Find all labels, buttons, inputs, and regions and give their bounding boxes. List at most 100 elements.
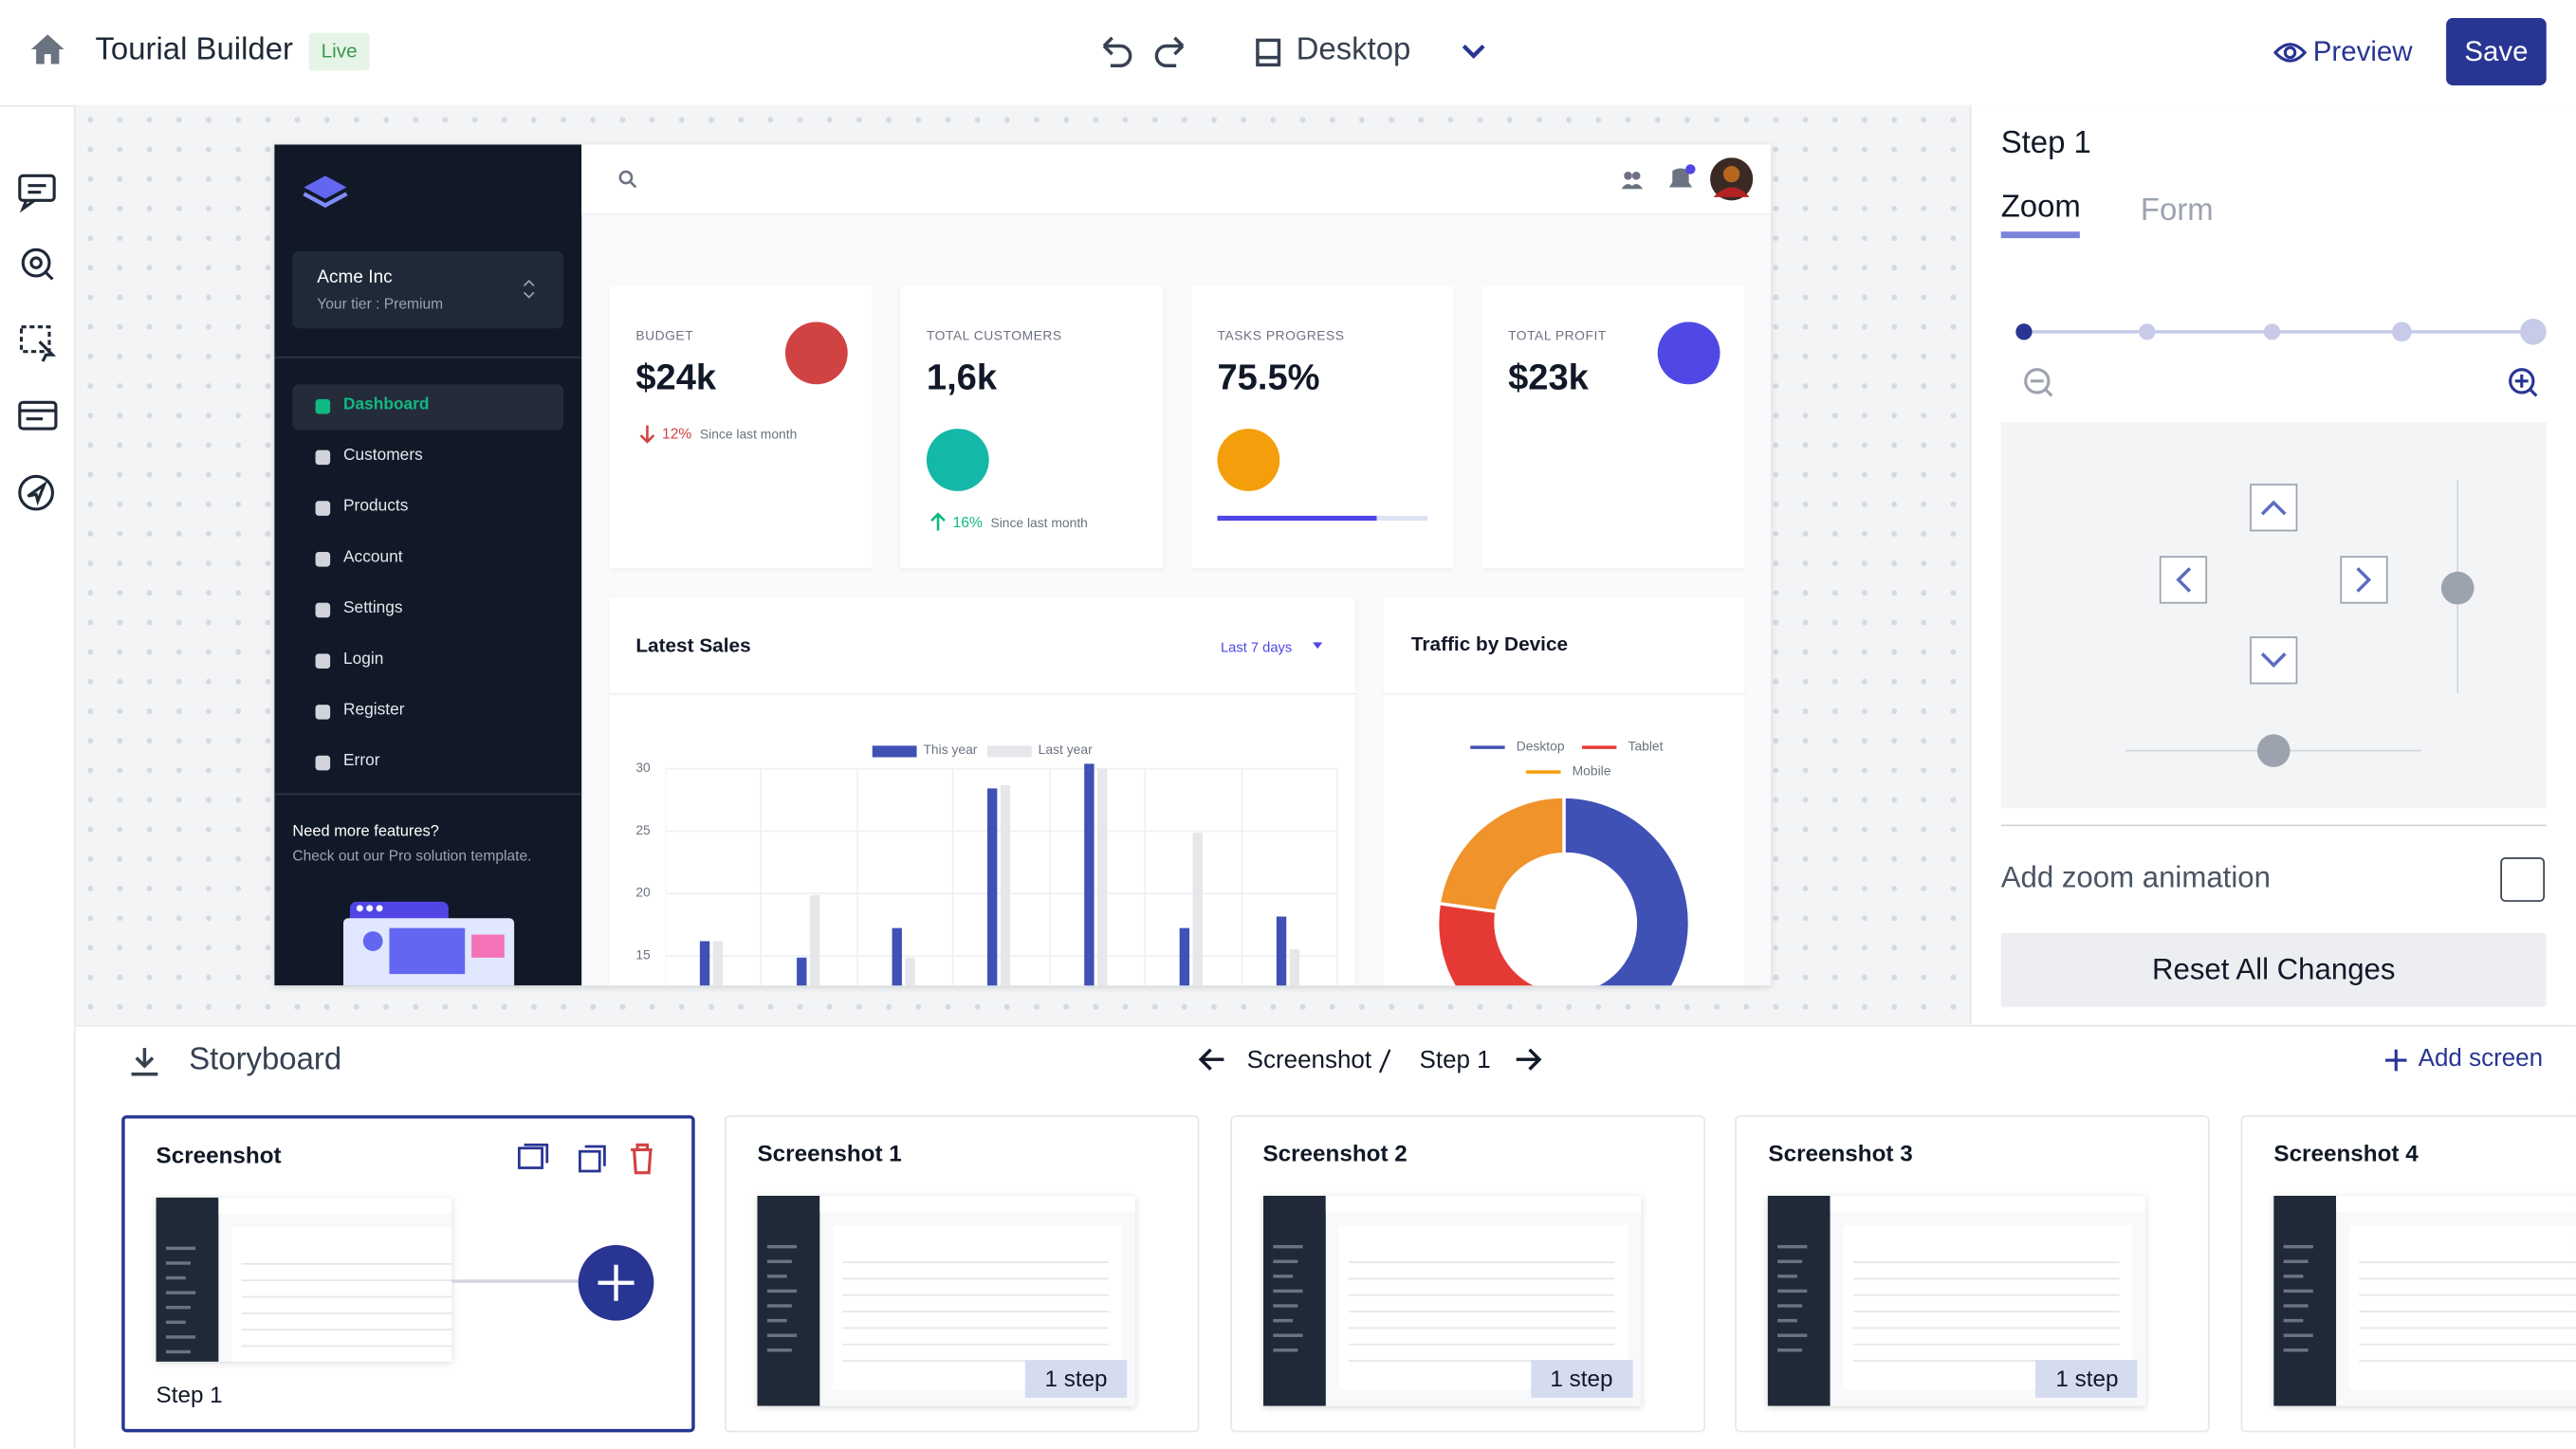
screen-card[interactable]: Screenshot 3 1 step — [1735, 1115, 2211, 1433]
thumb-line — [2283, 1289, 2313, 1293]
thumb-row — [2359, 1261, 2576, 1263]
screen-card[interactable]: Screenshot 4 — [2240, 1115, 2576, 1433]
thumb-row — [1348, 1277, 1615, 1280]
thumb-line — [2283, 1275, 2304, 1278]
top-bar — [0, 0, 2576, 107]
sales-bars — [665, 763, 1339, 986]
save-button[interactable]: Save — [2446, 18, 2547, 86]
device-select[interactable]: Desktop — [1296, 32, 1411, 68]
divider — [2000, 824, 2547, 827]
next-arrow[interactable] — [1513, 1046, 1542, 1073]
sales-title: Latest Sales — [635, 633, 751, 657]
company-box[interactable] — [292, 251, 564, 329]
thumb-line — [1272, 1275, 1293, 1278]
thumb-topbar — [1831, 1195, 2146, 1213]
thumb-line — [1272, 1244, 1303, 1249]
thumb-line — [1272, 1304, 1297, 1308]
thumb-line — [2283, 1304, 2309, 1308]
divider — [1383, 692, 1745, 695]
thumb-line — [1777, 1259, 1803, 1263]
stat-note: Since last month — [699, 427, 798, 442]
nav-item[interactable]: Login — [343, 650, 384, 669]
thumb-line — [766, 1289, 798, 1293]
connector — [451, 1279, 579, 1283]
thumb-row — [842, 1327, 1110, 1330]
thumb-line — [165, 1320, 186, 1325]
prev-arrow[interactable] — [1198, 1046, 1227, 1073]
thumb-row — [842, 1343, 1110, 1346]
add-screen[interactable]: Add screen — [2418, 1044, 2544, 1073]
company-tier: Your tier : Premium — [317, 295, 444, 313]
step-label: Step 1 — [156, 1381, 223, 1408]
nav-item[interactable]: Account — [343, 548, 403, 567]
y-tick-label: 30 — [635, 760, 651, 776]
range-select[interactable]: Last 7 days — [1220, 638, 1293, 656]
thumb-line — [766, 1318, 787, 1323]
reset-button[interactable]: Reset All Changes — [2000, 932, 2547, 1007]
thumb-row — [1853, 1311, 2121, 1312]
screenshot-preview[interactable]: Acme Inc Your tier : Premium Need more f… — [274, 144, 1772, 986]
app-title: Tourial Builder — [95, 32, 294, 68]
stat-label: TASKS PROGRESS — [1217, 328, 1345, 344]
thumb-row — [241, 1329, 452, 1331]
nav-item[interactable]: Dashboard — [343, 395, 430, 414]
screen-card[interactable]: Screenshot 2 1 step — [1229, 1115, 1705, 1433]
nav-icon — [315, 551, 331, 567]
y-tick-label: 20 — [635, 885, 651, 901]
screen-title: Screenshot — [156, 1141, 282, 1168]
thumb-line — [1777, 1289, 1808, 1293]
thumb-row — [1853, 1277, 2121, 1280]
download-icon[interactable] — [128, 1045, 161, 1078]
thumb-line — [165, 1291, 196, 1294]
rail-icons[interactable] — [16, 171, 59, 516]
nav-item[interactable]: Register — [343, 701, 405, 720]
thumb-line — [766, 1304, 792, 1308]
promo-title: Need more features? — [292, 822, 439, 841]
undo-redo[interactable] — [1097, 33, 1189, 73]
stat-note: Since last month — [990, 515, 1088, 531]
nav-item[interactable]: Products — [343, 497, 409, 516]
checkbox[interactable] — [2500, 857, 2546, 902]
nav-icon — [315, 501, 331, 516]
thumb-row — [1348, 1311, 1615, 1312]
thumb-line — [2283, 1333, 2313, 1337]
thumb-row — [2359, 1293, 2576, 1296]
pan-arrows[interactable] — [2001, 422, 2547, 808]
breadcrumb[interactable]: Step 1 — [1419, 1046, 1491, 1074]
screen-card[interactable]: Screenshot 1 1 step — [724, 1115, 1200, 1433]
preview-button[interactable]: Preview — [2312, 36, 2413, 68]
breadcrumb[interactable]: Screenshot — [1246, 1046, 1372, 1074]
divider — [274, 793, 582, 796]
nav-item[interactable]: Error — [343, 752, 380, 771]
chevron[interactable] — [1461, 43, 1487, 63]
caret — [1312, 642, 1323, 650]
stat-label: TOTAL CUSTOMERS — [926, 328, 1062, 344]
thumb-sidebar — [156, 1197, 219, 1362]
thumb-topbar — [2336, 1195, 2576, 1213]
thumb-row — [1853, 1327, 2121, 1330]
thumb-line — [766, 1244, 798, 1249]
card-actions[interactable] — [514, 1140, 653, 1180]
zoom-slider[interactable] — [2008, 312, 2558, 404]
thumb-row — [2359, 1343, 2576, 1346]
screen-thumbnail — [1262, 1195, 1641, 1406]
home-icon[interactable] — [29, 33, 65, 66]
screen-card[interactable]: Screenshot Step 1 — [121, 1115, 695, 1433]
nav-item[interactable]: Customers — [343, 447, 423, 466]
stat-icon — [926, 429, 989, 491]
thumb-topbar — [218, 1197, 452, 1215]
thumb-row — [842, 1293, 1110, 1296]
thumb-line — [165, 1261, 191, 1265]
legend-label: Desktop — [1516, 739, 1565, 755]
tab-zoom[interactable]: Zoom — [2000, 190, 2081, 226]
tab-form[interactable]: Form — [2140, 193, 2214, 229]
screen-title: Screenshot 2 — [1262, 1140, 1408, 1166]
thumb-line — [1272, 1289, 1303, 1293]
add-step-button[interactable] — [577, 1243, 655, 1322]
thumb-row — [1348, 1293, 1615, 1296]
legend-label: Last year — [1038, 742, 1093, 758]
nav-item[interactable]: Settings — [343, 599, 403, 618]
legend-swatch — [1582, 745, 1617, 749]
thumb-row — [1853, 1360, 2121, 1362]
eye-icon — [2273, 43, 2307, 63]
